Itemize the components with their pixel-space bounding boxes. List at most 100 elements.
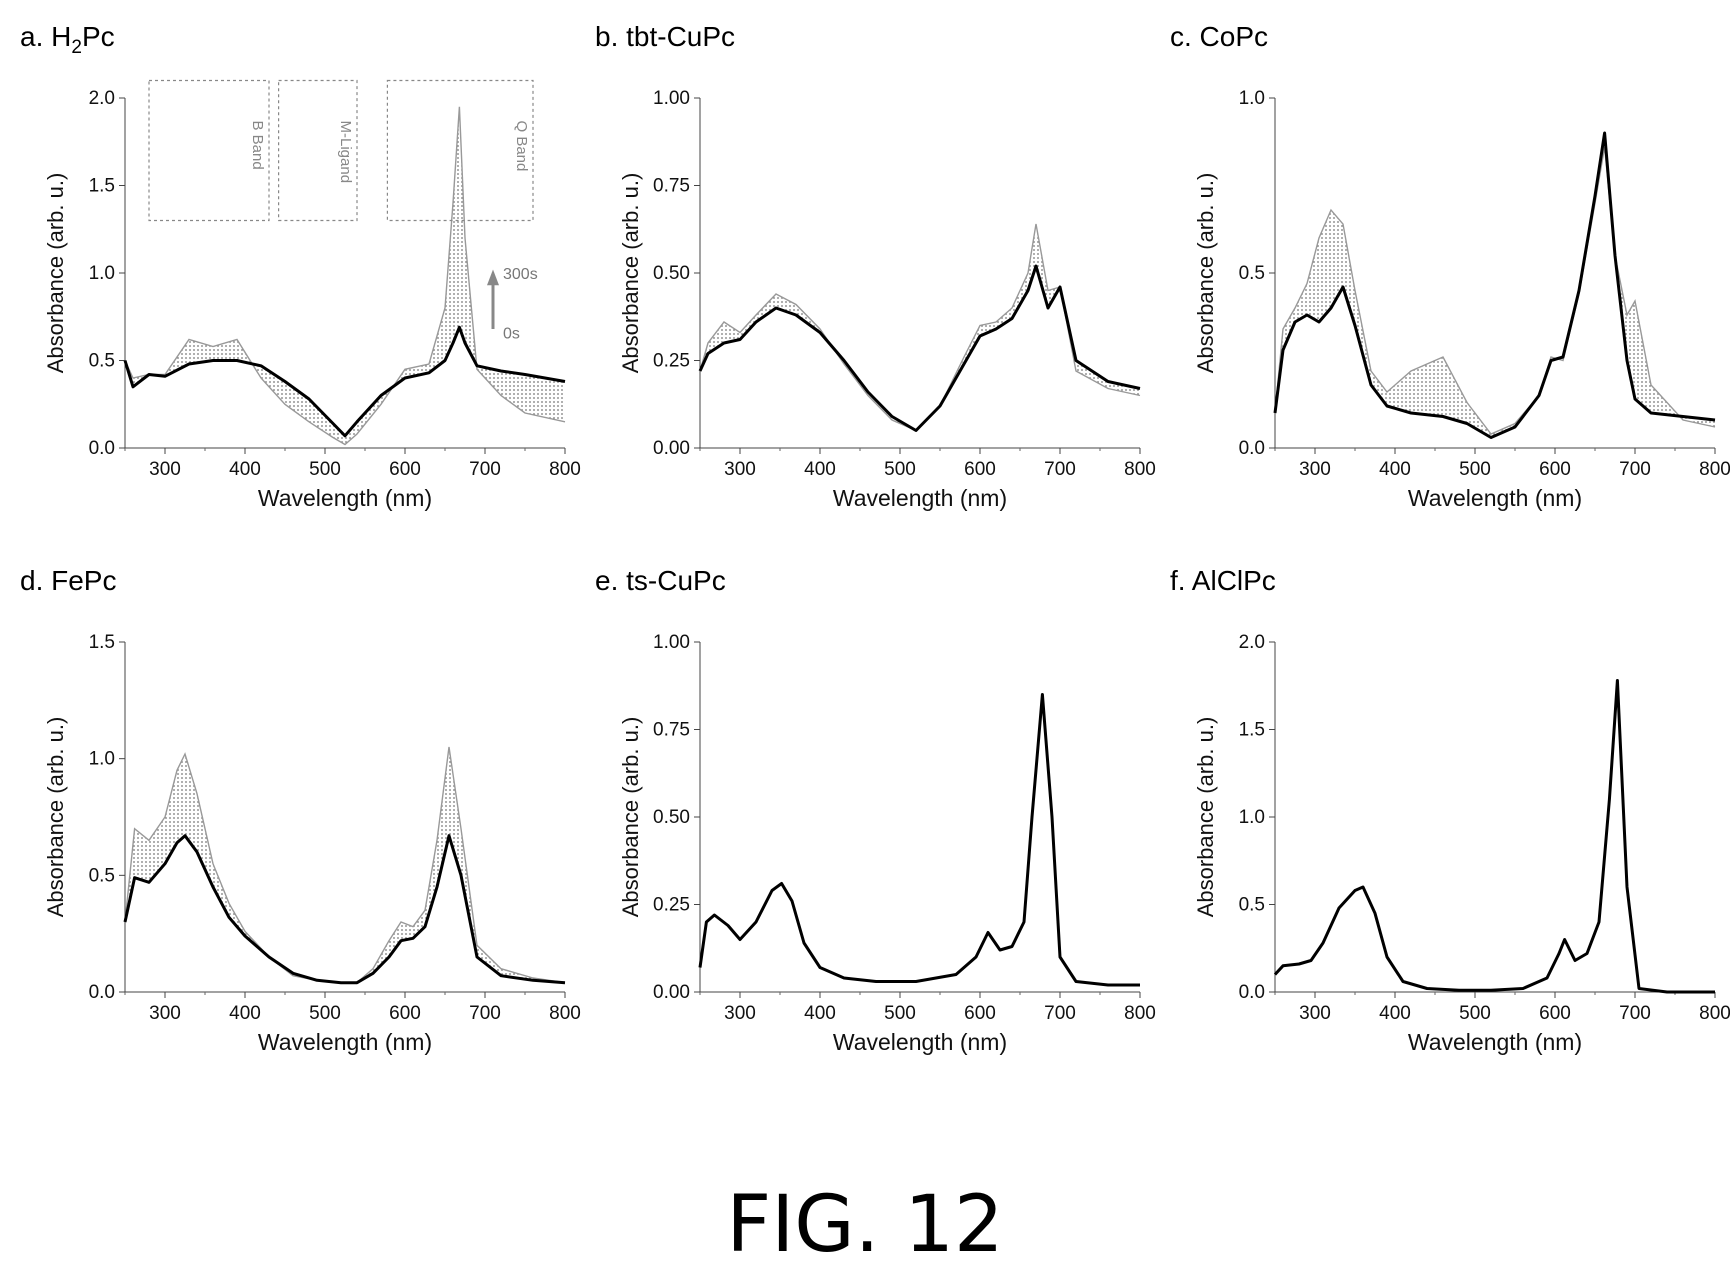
- time-label-end: 300s: [503, 266, 538, 283]
- y-axis-label: Absorbance (arb. u.): [618, 717, 643, 918]
- y-axis-label: Absorbance (arb. u.): [618, 173, 643, 374]
- y-tick-label: 0.25: [653, 351, 690, 372]
- y-tick-label: 2.0: [1239, 632, 1265, 653]
- y-tick-label: 0.0: [1239, 438, 1265, 459]
- series-line-final: [124, 106, 566, 446]
- y-tick-label: 0.0: [1239, 982, 1265, 1003]
- x-tick-label: 400: [1379, 459, 1411, 480]
- x-tick-label: 400: [804, 1003, 836, 1024]
- y-tick-label: 0.75: [653, 176, 690, 197]
- y-tick-label: 0.5: [1239, 895, 1265, 916]
- y-tick-label: 1.00: [653, 88, 690, 109]
- y-tick-label: 0.75: [653, 720, 690, 741]
- x-tick-label: 300: [1299, 1003, 1331, 1024]
- x-axis-label: Wavelength (nm): [258, 1029, 432, 1055]
- x-tick-label: 700: [469, 1003, 501, 1024]
- band-region-box: [278, 79, 358, 222]
- band-label: M-Ligand: [337, 121, 354, 184]
- x-tick-label: 300: [149, 1003, 181, 1024]
- x-tick-label: 800: [1699, 1003, 1730, 1024]
- x-tick-label: 800: [549, 459, 581, 480]
- x-tick-label: 400: [1379, 1003, 1411, 1024]
- y-tick-label: 1.5: [1239, 720, 1265, 741]
- panel-d: d. FePc 300 400 500 600 700 800 0.0 0.5 1.0 1.5 Wav…: [20, 565, 581, 1055]
- x-tick-label: 700: [1044, 459, 1076, 480]
- series-line-initial: [123, 325, 566, 438]
- x-tick-label: 400: [804, 459, 836, 480]
- x-tick-label: 600: [389, 459, 421, 480]
- x-tick-label: 600: [389, 1003, 421, 1024]
- y-tick-label: 0.5: [89, 351, 115, 372]
- y-tick-label: 1.0: [1239, 88, 1265, 109]
- y-tick-label: 0.00: [653, 982, 690, 1003]
- x-tick-label: 700: [1619, 1003, 1651, 1024]
- x-axis-label: Wavelength (nm): [258, 485, 432, 511]
- spread-band: [700, 224, 1140, 431]
- x-tick-label: 600: [964, 1003, 996, 1024]
- y-tick-label: 0.0: [89, 438, 115, 459]
- series-line-final: [699, 223, 1141, 432]
- x-tick-label: 700: [469, 459, 501, 480]
- x-tick-label: 500: [309, 1003, 341, 1024]
- x-axis-label: Wavelength (nm): [833, 1029, 1007, 1055]
- x-tick-label: 800: [1124, 1003, 1156, 1024]
- x-tick-label: 500: [309, 459, 341, 480]
- series-line-initial: [698, 264, 1141, 432]
- y-tick-label: 0.0: [89, 982, 115, 1003]
- x-tick-label: 300: [1299, 459, 1331, 480]
- x-tick-label: 500: [884, 459, 916, 480]
- panel-title: f. AlClPc: [1170, 565, 1276, 596]
- y-tick-label: 0.5: [1239, 263, 1265, 284]
- y-tick-label: 0.25: [653, 895, 690, 916]
- x-tick-label: 300: [724, 459, 756, 480]
- y-tick-label: 1.00: [653, 632, 690, 653]
- y-tick-label: 1.5: [89, 632, 115, 653]
- figure-caption: FIG. 12: [726, 1180, 1004, 1270]
- y-tick-label: 1.5: [89, 176, 115, 197]
- panel-e: e. ts-CuPc 300 400 500 600 700 800 0.00 0.25 0.50…: [595, 565, 1156, 1055]
- spread-band: [125, 747, 565, 983]
- x-tick-label: 500: [1459, 459, 1491, 480]
- series-line-initial: [1273, 679, 1715, 994]
- x-tick-label: 500: [1459, 1003, 1491, 1024]
- x-tick-label: 400: [229, 459, 261, 480]
- panel-c: c. CoPc 300 400 500 600 700 800 0.0 0.5 1.0 Wavele…: [1170, 21, 1730, 511]
- time-label-start: 0s: [503, 326, 520, 343]
- x-tick-label: 700: [1619, 459, 1651, 480]
- x-tick-label: 400: [229, 1003, 261, 1024]
- band-label: B Band: [249, 121, 266, 170]
- x-axis-label: Wavelength (nm): [1408, 1029, 1582, 1055]
- x-tick-label: 600: [1539, 1003, 1571, 1024]
- band-region-box: [386, 79, 534, 222]
- y-tick-label: 0.50: [653, 263, 690, 284]
- y-tick-label: 0.00: [653, 438, 690, 459]
- x-tick-label: 600: [964, 459, 996, 480]
- time-arrow-head: [487, 269, 499, 286]
- x-tick-label: 600: [1539, 459, 1571, 480]
- x-tick-label: 300: [149, 459, 181, 480]
- x-axis-label: Wavelength (nm): [1408, 485, 1582, 511]
- series-line-initial: [123, 834, 566, 985]
- panel-a: a. H2Pc 300 400 500 600 700 800 0.0 0.5 1.0 1.5 2.0…: [20, 21, 581, 511]
- panel-title: c. CoPc: [1170, 21, 1268, 52]
- panel-title: a. H2Pc: [20, 21, 115, 58]
- panel-f: f. AlClPc 300 400 500 600 700 800 0.0 0.5 1.0 1.5 2…: [1170, 565, 1730, 1055]
- spread-band: [1275, 133, 1715, 438]
- panel-title: d. FePc: [20, 565, 116, 596]
- x-tick-label: 500: [884, 1003, 916, 1024]
- band-label: Q Band: [513, 121, 530, 172]
- x-tick-label: 800: [1699, 459, 1730, 480]
- panel-title: e. ts-CuPc: [595, 565, 726, 596]
- x-tick-label: 300: [724, 1003, 756, 1024]
- y-tick-label: 2.0: [89, 88, 115, 109]
- y-tick-label: 0.5: [89, 865, 115, 886]
- band-region-box: [148, 79, 270, 222]
- y-axis-label: Absorbance (arb. u.): [1193, 717, 1218, 918]
- panel-b: b. tbt-CuPc 300 400 500 600 700 800 0.00 0.25 0.5…: [595, 21, 1156, 511]
- y-tick-label: 0.50: [653, 807, 690, 828]
- y-tick-label: 1.0: [1239, 807, 1265, 828]
- y-tick-label: 1.0: [89, 263, 115, 284]
- x-tick-label: 800: [1124, 459, 1156, 480]
- y-axis-label: Absorbance (arb. u.): [1193, 173, 1218, 374]
